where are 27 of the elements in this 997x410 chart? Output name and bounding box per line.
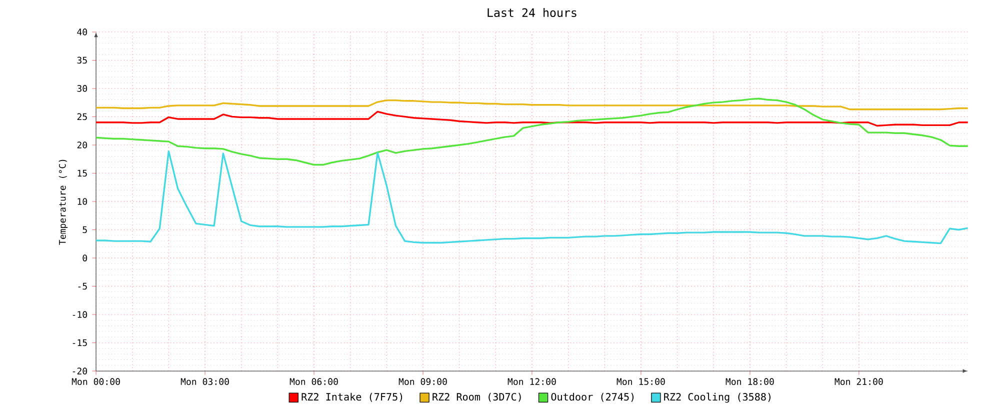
y-tick-label: 35 <box>77 56 87 64</box>
y-tick-label: 25 <box>77 113 87 120</box>
legend-label: Outdoor (2745) <box>551 392 634 402</box>
y-tick-label: -15 <box>72 340 87 346</box>
chart-title: Last 24 hours <box>488 8 576 18</box>
x-tick-label: Mon 00:00 <box>72 378 120 386</box>
x-tick-label: Mon 06:00 <box>290 378 338 386</box>
x-tick-label: Mon 21:00 <box>834 378 883 386</box>
y-tick-label: 10 <box>78 198 88 206</box>
x-tick-label: Mon 18:00 <box>726 378 774 386</box>
y-axis-title: Temperature (°C) <box>58 160 68 245</box>
y-tick-label: -20 <box>72 368 88 375</box>
y-tick-label: 40 <box>77 28 88 36</box>
legend-label: RZ2 Intake (7F75) <box>302 392 402 402</box>
legend-label: RZ2 Room (3D7C) <box>432 392 521 402</box>
y-tick-label: 20 <box>77 142 88 149</box>
legend-label: RZ2 Cooling (3588) <box>664 392 770 403</box>
y-tick-label: 5 <box>82 226 87 234</box>
y-tick-label: 0 <box>82 254 88 262</box>
y-tick-label: 30 <box>77 85 88 92</box>
x-tick-label: Mon 12:00 <box>508 378 556 386</box>
y-tick-label: 15 <box>78 170 87 177</box>
y-tick-label: -10 <box>72 311 88 318</box>
x-tick-label: Mon 15:00 <box>616 378 665 386</box>
x-tick-label: Mon 03:00 <box>180 378 229 386</box>
y-tick-label: -5 <box>78 283 87 290</box>
x-tick-label: Mon 09:00 <box>398 378 447 386</box>
